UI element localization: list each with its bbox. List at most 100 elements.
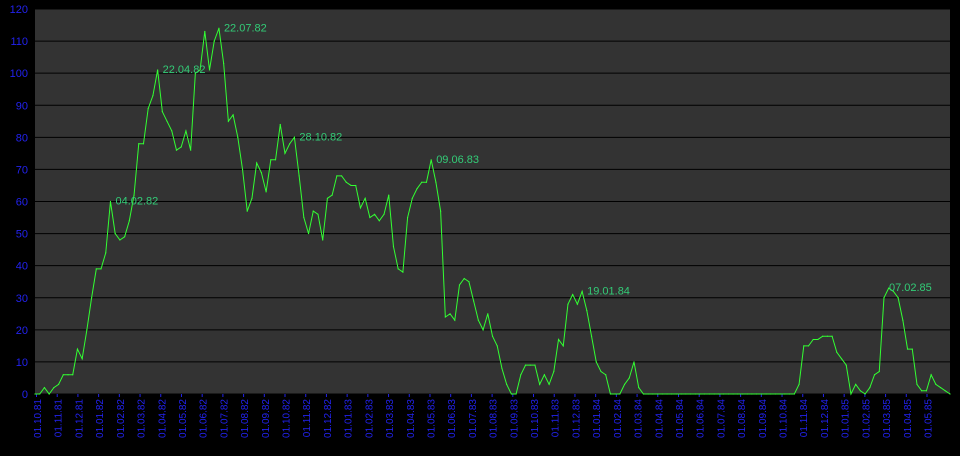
- data-point: [496, 345, 498, 347]
- x-tick-label: 01.03.84: [634, 399, 645, 438]
- data-point: [440, 210, 442, 212]
- data-point: [223, 62, 225, 65]
- data-point: [62, 374, 64, 376]
- x-tick-label: 01.12.82: [323, 399, 334, 438]
- y-tick-label: 80: [16, 132, 28, 144]
- data-point: [161, 111, 163, 113]
- data-point: [251, 197, 253, 199]
- data-point: [897, 297, 899, 299]
- data-point: [807, 345, 810, 347]
- data-point: [746, 393, 748, 395]
- y-tick-label: 30: [16, 293, 28, 305]
- data-point: [81, 358, 83, 360]
- x-axis: 01.10.81 01.11.81 01.12.81 01.01.82 01.02.82…: [33, 394, 935, 438]
- data-point: [307, 232, 310, 235]
- grid-lines: [35, 8, 950, 395]
- data-point: [180, 146, 182, 148]
- peak-label: 19.01.84: [587, 285, 630, 297]
- x-tick-label: 01.11.84: [799, 399, 810, 438]
- y-tick-label: 60: [16, 197, 28, 209]
- data-point: [680, 393, 682, 395]
- x-tick-label: 01.11.82: [302, 399, 313, 438]
- data-point: [185, 130, 187, 132]
- data-point: [147, 107, 149, 110]
- data-point: [284, 152, 286, 154]
- x-tick-label: 01.03.83: [385, 399, 396, 438]
- data-point: [133, 194, 135, 196]
- data-point: [421, 181, 423, 183]
- data-point: [468, 281, 470, 283]
- data-point: [237, 136, 239, 138]
- data-point: [76, 348, 79, 350]
- data-point: [609, 393, 612, 395]
- data-point: [260, 172, 262, 174]
- x-tick-label: 01.06.83: [447, 399, 458, 438]
- data-point: [793, 393, 795, 395]
- data-point: [562, 345, 564, 347]
- data-point: [336, 175, 338, 177]
- data-point: [100, 268, 102, 270]
- data-point: [473, 300, 475, 302]
- data-point: [836, 351, 838, 353]
- x-tick-label: 01.11.83: [551, 399, 562, 438]
- data-point: [430, 159, 432, 161]
- x-tick-label: 01.02.83: [364, 399, 375, 438]
- data-point: [407, 216, 409, 219]
- data-point: [48, 393, 50, 395]
- data-point: [605, 374, 607, 376]
- x-tick-label: 01.04.84: [654, 399, 665, 438]
- data-point: [246, 210, 248, 212]
- data-point: [789, 393, 791, 395]
- x-tick-label: 01.10.82: [282, 399, 293, 438]
- x-tick-label: 01.01.84: [592, 399, 603, 438]
- data-point: [864, 393, 866, 395]
- data-point: [326, 197, 329, 199]
- data-point: [95, 268, 97, 270]
- data-point: [572, 293, 574, 296]
- data-point: [949, 393, 951, 395]
- x-tick-label: 01.09.83: [509, 399, 520, 438]
- data-point: [798, 383, 800, 385]
- peak-label: 22.04.82: [163, 64, 206, 76]
- y-axis: 0 10 20 30 40 50 60 70 80 90 100 110 120: [10, 4, 28, 401]
- data-point: [859, 390, 861, 392]
- data-point: [369, 216, 371, 219]
- data-point: [142, 143, 145, 145]
- x-tick-label: 01.08.82: [240, 399, 251, 438]
- data-point: [383, 213, 385, 215]
- data-point: [166, 120, 168, 122]
- x-tick-label: 01.05.83: [426, 399, 437, 438]
- data-point: [652, 393, 654, 395]
- data-point: [388, 194, 390, 196]
- data-point: [454, 319, 456, 321]
- data-point: [543, 374, 545, 376]
- data-point: [803, 345, 805, 347]
- x-tick-label: 01.12.84: [820, 399, 831, 438]
- data-point: [661, 393, 663, 395]
- data-point: [293, 136, 296, 138]
- data-point: [270, 159, 272, 161]
- data-point: [675, 393, 678, 395]
- data-point: [109, 200, 112, 203]
- data-point: [53, 386, 55, 389]
- x-tick-label: 01.03.85: [882, 399, 893, 438]
- data-point: [289, 143, 291, 145]
- data-point: [477, 319, 479, 321]
- y-tick-label: 0: [22, 389, 28, 401]
- data-point: [355, 184, 357, 187]
- data-point: [524, 364, 527, 366]
- data-point: [279, 123, 281, 126]
- data-point: [628, 377, 630, 379]
- data-point: [72, 374, 74, 376]
- x-tick-label: 01.04.85: [903, 399, 914, 438]
- data-point: [487, 313, 489, 315]
- y-tick-label: 100: [10, 68, 28, 80]
- x-tick-label: 01.01.85: [841, 399, 852, 438]
- data-point: [204, 30, 206, 33]
- data-point: [741, 393, 744, 395]
- data-point: [34, 393, 36, 395]
- data-point: [666, 393, 668, 395]
- data-point: [539, 383, 541, 385]
- data-point: [175, 149, 178, 151]
- x-tick-label: 01.07.83: [468, 399, 479, 438]
